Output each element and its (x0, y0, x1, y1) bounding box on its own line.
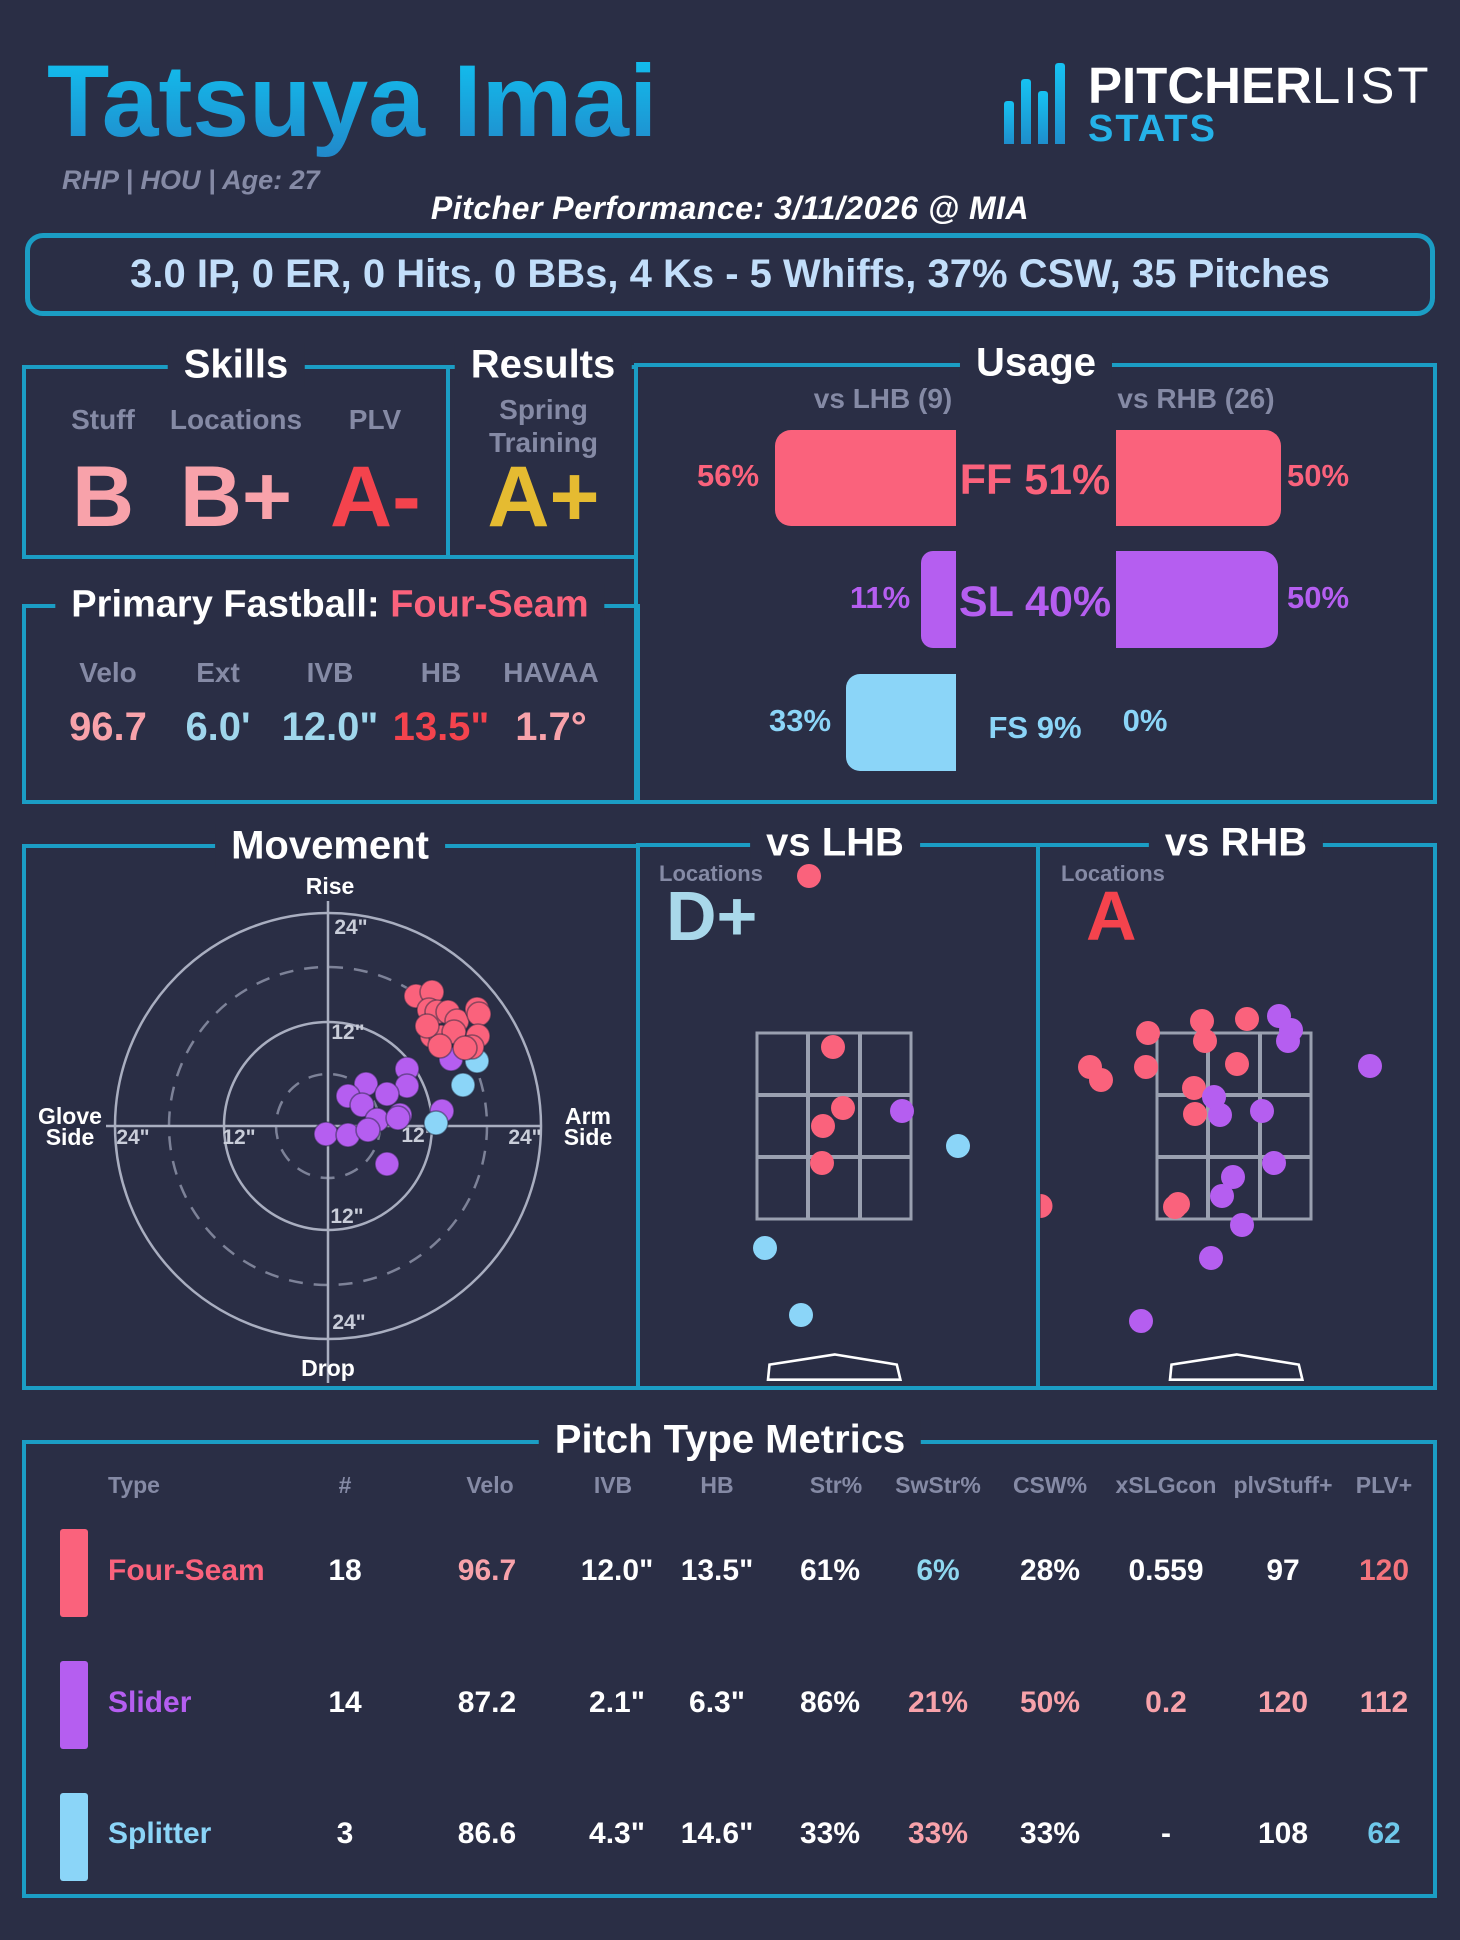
svg-text:Drop: Drop (301, 1355, 355, 1381)
svg-text:12": 12" (331, 1021, 364, 1044)
svg-text:Glove: Glove (38, 1103, 102, 1129)
svg-text:12": 12" (222, 1126, 255, 1149)
svg-text:24": 24" (332, 1311, 365, 1334)
svg-text:12": 12" (330, 1205, 363, 1228)
svg-text:Arm: Arm (565, 1103, 611, 1129)
svg-text:24": 24" (116, 1126, 149, 1149)
svg-text:24": 24" (334, 916, 367, 939)
svg-text:Side: Side (564, 1124, 613, 1150)
svg-text:Side: Side (46, 1124, 95, 1150)
svg-text:24": 24" (508, 1126, 541, 1149)
svg-text:Rise: Rise (306, 873, 355, 899)
